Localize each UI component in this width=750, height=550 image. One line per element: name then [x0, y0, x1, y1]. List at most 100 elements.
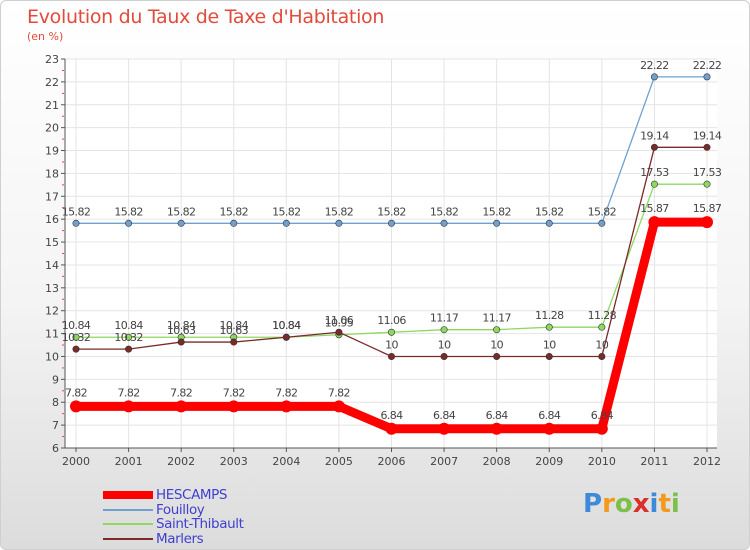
data-point [335, 328, 343, 336]
legend-swatch [103, 491, 153, 500]
data-label: 10 [595, 338, 608, 351]
proxiti-logo: Proxiti [583, 489, 680, 519]
data-label: 7.82 [65, 386, 87, 399]
y-tick-label: 18 [45, 167, 59, 180]
data-label: 15.82 [535, 205, 564, 218]
data-point [125, 345, 133, 353]
data-point [440, 352, 448, 360]
data-label: 10.32 [62, 331, 91, 344]
x-tick-label: 2003 [220, 455, 248, 468]
y-tick-label: 13 [45, 282, 59, 295]
data-label: 15.82 [167, 205, 196, 218]
data-label: 10 [438, 338, 451, 351]
x-tick-label: 2012 [693, 455, 721, 468]
data-label: 11.17 [430, 312, 459, 325]
y-tick-label: 12 [45, 305, 59, 318]
y-tick-label: 19 [45, 145, 59, 158]
legend-swatch [103, 537, 153, 540]
data-point [70, 400, 82, 413]
data-label: 6.84 [591, 409, 614, 422]
data-point [440, 219, 448, 227]
x-tick-label: 2006 [378, 455, 406, 468]
x-tick-label: 2010 [588, 455, 616, 468]
data-point [175, 400, 188, 413]
data-label: 7.82 [118, 386, 140, 399]
data-point [177, 338, 185, 346]
data-point [227, 400, 240, 413]
x-tick-label: 2002 [167, 455, 195, 468]
legend-item: Fouilloy [103, 503, 243, 518]
logo-letter: t [658, 489, 671, 519]
legend-label: HESCAMPS [156, 487, 228, 504]
data-point [125, 219, 133, 227]
data-point [332, 400, 345, 413]
data-point [72, 219, 80, 227]
logo-letter: r [602, 489, 615, 519]
data-point [387, 328, 395, 336]
data-point [177, 219, 185, 227]
data-label: 15.82 [62, 205, 91, 218]
data-point [230, 338, 238, 346]
data-point [282, 219, 290, 227]
logo-letter: i [649, 489, 659, 519]
data-label: 6.84 [538, 409, 561, 422]
data-label: 6.84 [433, 409, 456, 422]
data-label: 15.87 [640, 202, 669, 215]
data-label: 15.82 [430, 205, 459, 218]
data-point [230, 219, 238, 227]
y-tick-label: 16 [45, 213, 59, 226]
data-label: 15.87 [693, 202, 722, 215]
data-label: 22.22 [640, 59, 669, 72]
data-label: 7.82 [223, 386, 245, 399]
data-label: 11.28 [588, 309, 617, 322]
y-tick-label: 8 [52, 396, 59, 409]
data-point [650, 73, 658, 81]
data-label: 15.82 [114, 205, 143, 218]
data-point [335, 219, 343, 227]
data-label: 10.63 [167, 324, 196, 337]
data-label: 7.82 [328, 386, 350, 399]
y-tick-label: 15 [45, 236, 59, 249]
data-point [122, 400, 135, 413]
y-tick-label: 7 [52, 419, 59, 432]
x-tick-label: 2007 [430, 455, 458, 468]
legend-label: Marlers [156, 530, 204, 547]
data-label: 6.84 [486, 409, 509, 422]
data-label: 19.14 [693, 129, 722, 142]
y-tick-label: 23 [45, 53, 59, 66]
data-label: 10 [385, 338, 398, 351]
data-point [598, 219, 606, 227]
data-point [72, 333, 80, 341]
data-label: 10.84 [220, 319, 249, 332]
x-tick-label: 2000 [62, 455, 90, 468]
data-label: 17.53 [693, 166, 722, 179]
data-point [701, 216, 713, 229]
data-label: 15.82 [220, 205, 249, 218]
y-tick-label: 22 [45, 76, 59, 89]
data-point [703, 143, 711, 151]
data-label: 10.32 [114, 331, 143, 344]
data-label: 11.06 [325, 314, 354, 327]
legend-label: Saint-Thibault [156, 516, 244, 533]
data-point [598, 323, 606, 331]
data-label: 10 [543, 338, 556, 351]
y-tick-label: 17 [45, 190, 59, 203]
data-label: 10.63 [220, 324, 249, 337]
data-label: 11.06 [377, 314, 406, 327]
y-tick-label: 20 [45, 122, 59, 135]
data-label: 10.84 [272, 319, 301, 332]
data-label: 15.82 [272, 205, 301, 218]
logo-letter: i [670, 489, 680, 519]
chart-subtitle: (en %) [27, 30, 64, 43]
data-point [543, 422, 556, 435]
data-point [125, 333, 133, 341]
x-tick-label: 2001 [115, 455, 143, 468]
data-label: 15.82 [588, 205, 617, 218]
data-label: 6.84 [380, 409, 403, 422]
data-point [595, 422, 608, 435]
data-point [545, 323, 553, 331]
data-label: 10 [490, 338, 503, 351]
data-point [387, 352, 395, 360]
